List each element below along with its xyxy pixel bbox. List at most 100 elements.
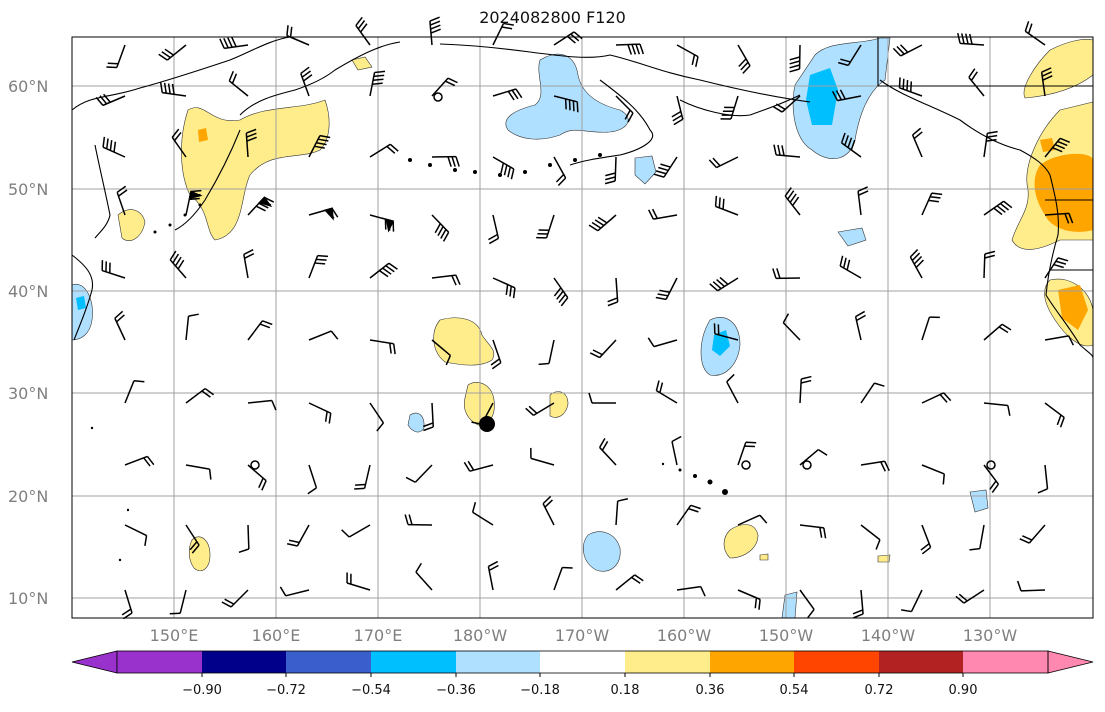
wind-barb	[957, 32, 985, 46]
wind-barb	[492, 156, 515, 180]
wind-barb	[1016, 580, 1046, 592]
lon-label-170w: 170°W	[554, 626, 610, 645]
lon-label-160w: 160°W	[656, 626, 712, 645]
colorbar-tick-label: 0.18	[610, 683, 640, 698]
wind-barb	[101, 260, 126, 279]
wind-barb	[536, 214, 555, 239]
wind-barb	[219, 36, 249, 50]
wind-barb	[221, 589, 249, 608]
wind-barb	[369, 262, 398, 279]
wind-barb	[185, 464, 212, 480]
colorbar-extend-low	[71, 650, 118, 674]
wind-barb	[714, 195, 739, 216]
islands	[90, 153, 728, 562]
wind-barb	[909, 249, 925, 279]
wind-barb	[921, 464, 945, 485]
wind-barb	[1040, 67, 1053, 97]
wind-barb	[422, 402, 435, 432]
wind-barb	[471, 502, 494, 526]
wind-barb	[185, 524, 200, 554]
anomaly-shading	[71, 37, 1094, 619]
lon-label-170e: 170°E	[353, 626, 403, 645]
wind-barb	[1044, 402, 1065, 428]
wind-barb	[921, 392, 952, 404]
lon-label-150e: 150°E	[149, 626, 199, 645]
wind-barb	[615, 43, 645, 55]
wind-barb	[553, 566, 573, 591]
wind-barb	[341, 524, 371, 538]
wind-barb	[921, 192, 943, 216]
wind-barb	[106, 44, 126, 69]
lon-label-130w: 130°W	[962, 626, 1018, 645]
lon-label-180w: 180°W	[452, 626, 508, 645]
wind-barb	[121, 589, 133, 620]
wind-barb	[538, 339, 555, 366]
wind-barb	[553, 31, 583, 46]
colorbar-tick-label: −0.54	[351, 683, 391, 698]
wind-barb	[247, 320, 273, 341]
colorbar-tick-label: 0.72	[864, 683, 894, 698]
colorbar-swatch	[371, 651, 456, 673]
wind-barb	[782, 313, 801, 341]
wind-barb	[185, 189, 203, 216]
wind-barb	[308, 402, 332, 424]
wind-barb	[405, 464, 433, 483]
wind-barb	[1044, 137, 1071, 158]
wind-barb	[737, 441, 757, 466]
wind-barb	[487, 560, 499, 591]
wind-barbs	[95, 16, 1074, 620]
lon-label-150w: 150°W	[758, 626, 814, 645]
colorbar-tick-label: −0.90	[182, 683, 222, 698]
wind-barb	[1044, 257, 1069, 279]
wind-barb	[185, 387, 215, 404]
wind-barb	[713, 323, 739, 341]
wind-barb	[983, 323, 1012, 341]
wind-barb	[920, 524, 932, 555]
wind-barb	[901, 589, 923, 613]
wind-barb	[589, 339, 617, 359]
colorbar-swatch	[879, 651, 963, 673]
colorbar-tick-label: −0.72	[266, 683, 306, 698]
colorbar-swatch	[540, 651, 625, 673]
wind-barb	[860, 460, 890, 472]
wind-barb	[525, 402, 555, 417]
wind-barb	[983, 200, 1013, 216]
wind-barb	[911, 127, 923, 158]
wind-barb	[279, 586, 310, 597]
wind-barb	[429, 16, 441, 46]
wind-barb	[840, 132, 862, 158]
wind-barb	[615, 498, 629, 526]
wind-barb	[308, 134, 331, 158]
colorbar-swatch	[963, 651, 1048, 673]
wind-barb	[615, 574, 644, 591]
wind-barb	[648, 208, 678, 220]
wind-barb	[831, 89, 862, 102]
wind-barb	[772, 95, 801, 113]
wind-barb	[604, 156, 617, 185]
wind-barb	[799, 375, 812, 404]
wind-barb	[169, 250, 187, 279]
wind-barb	[116, 185, 128, 216]
wind-barb	[799, 589, 815, 619]
wind-barb	[369, 143, 399, 158]
wind-barb	[354, 464, 371, 490]
wind-barb	[287, 524, 310, 547]
wind-barb	[102, 136, 126, 158]
wind-barb	[737, 44, 751, 74]
wind-barb	[124, 455, 155, 467]
wind-barb	[708, 156, 739, 169]
wind-barb	[838, 44, 862, 67]
lat-label-20n: 20°N	[8, 487, 49, 506]
wind-barb	[492, 277, 516, 299]
wind-barb	[969, 524, 985, 551]
wind-barb	[854, 310, 866, 341]
wind-barb	[492, 22, 514, 46]
wind-barb	[676, 44, 699, 67]
wind-barb	[1019, 524, 1046, 544]
lat-label-30n: 30°N	[8, 384, 49, 403]
wind-barb	[308, 207, 339, 221]
wind-barb	[726, 373, 739, 404]
lat-label-60n: 60°N	[8, 77, 49, 96]
wind-barb	[307, 464, 318, 495]
wind-barb	[553, 277, 569, 307]
